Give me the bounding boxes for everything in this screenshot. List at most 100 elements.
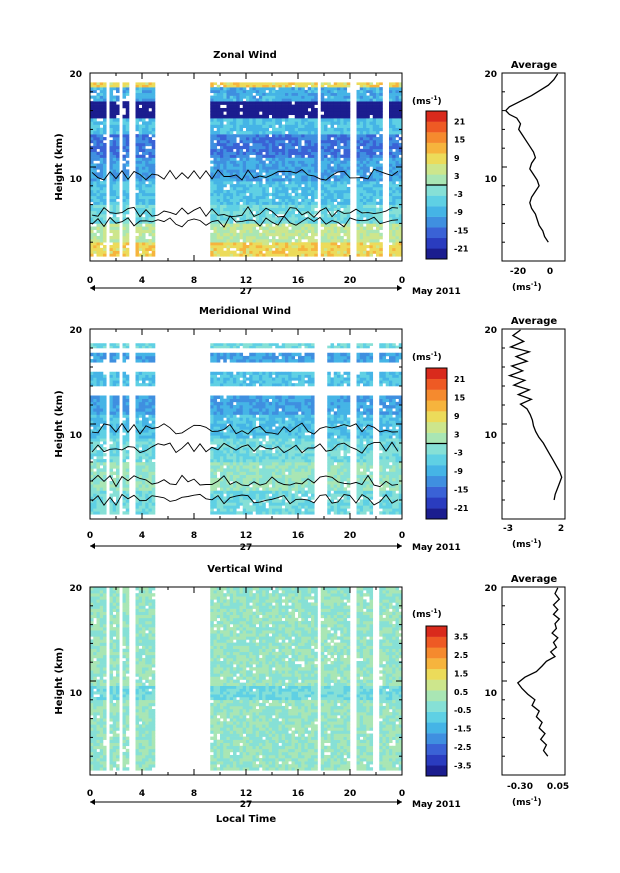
heatmap-cell: [337, 217, 341, 221]
heatmap-cell: [216, 505, 221, 509]
heatmap-cell: [103, 508, 107, 512]
heatmap-cell: [229, 111, 234, 116]
heatmap-cell: [366, 111, 370, 116]
heatmap-cell: [216, 345, 221, 349]
heatmap-cell: [229, 502, 234, 506]
heatmap-cell: [99, 154, 104, 158]
heatmap-cell: [330, 145, 335, 150]
heatmap-cell: [145, 220, 149, 224]
heatmap-cell: [330, 84, 335, 88]
heatmap-cell: [112, 235, 117, 240]
heatmap-cell: [337, 232, 341, 237]
heatmap-cell: [249, 104, 253, 109]
heatmap-cell: [226, 169, 231, 173]
heatmap-cell: [229, 435, 234, 439]
heatmap-cell: [216, 250, 221, 254]
heatmap-cell: [285, 186, 289, 191]
heatmap-cell: [246, 223, 250, 227]
heatmap-cell: [369, 239, 374, 243]
heatmap-cell: [366, 145, 370, 150]
heatmap-cell: [151, 111, 156, 116]
heatmap-cell: [148, 245, 153, 249]
heatmap-cell: [376, 154, 380, 158]
heatmap-cell: [265, 157, 270, 161]
heatmap-cell: [226, 95, 231, 99]
heatmap-cell: [343, 114, 348, 119]
heatmap-cell: [268, 250, 273, 254]
heatmap-cell: [233, 195, 237, 200]
heatmap-cell: [236, 104, 240, 109]
heatmap-cell: [116, 487, 120, 491]
heatmap-cell: [291, 186, 296, 191]
heatmap-cell: [239, 134, 244, 138]
heatmap-cell: [112, 245, 117, 249]
heatmap-cell: [103, 374, 107, 378]
heatmap-cell: [395, 245, 400, 249]
heatmap-cell: [216, 459, 221, 463]
heatmap-cell: [398, 166, 403, 170]
heatmap-cell: [151, 204, 156, 209]
heatmap-cell: [151, 508, 156, 512]
heatmap-cell: [379, 201, 383, 205]
heatmap-cell: [239, 98, 244, 102]
heatmap-cell: [320, 220, 325, 224]
heatmap-cell: [281, 207, 286, 212]
heatmap-cell: [90, 181, 94, 185]
heatmap-cell: [229, 395, 234, 399]
heatmap-cell: [376, 139, 380, 144]
heatmap-cell: [330, 92, 335, 96]
heatmap-cell: [346, 189, 351, 194]
heatmap-cell: [340, 214, 344, 218]
heatmap-cell: [259, 232, 263, 237]
heatmap-cell: [145, 395, 149, 399]
heatmap-cell: [148, 121, 153, 125]
heatmap-cell: [389, 134, 393, 138]
heatmap-cell: [151, 474, 156, 479]
heatmap-cell: [148, 175, 153, 179]
heatmap-cell: [262, 201, 266, 205]
heatmap-cell: [125, 411, 130, 415]
heatmap-cell: [392, 137, 396, 141]
heatmap-cell: [90, 253, 94, 257]
heatmap-cell: [369, 242, 374, 246]
heatmap-cell: [272, 145, 276, 150]
heatmap-cell: [93, 432, 97, 436]
heatmap-cell: [142, 192, 146, 197]
heatmap-cell: [213, 178, 218, 182]
heatmap-cell: [242, 160, 247, 164]
heatmap-cell: [125, 242, 130, 246]
heatmap-cell: [226, 447, 231, 451]
heatmap-cell: [359, 204, 364, 209]
heatmap-cell: [346, 223, 351, 227]
heatmap-cell: [223, 163, 227, 167]
heatmap-cell: [151, 380, 156, 384]
heatmap-cell: [346, 247, 351, 251]
heatmap-cell: [109, 359, 114, 363]
heatmap-cell: [298, 130, 302, 135]
heatmap-cell: [285, 92, 289, 96]
heatmap-cell: [220, 95, 224, 99]
heatmap-cell: [122, 181, 127, 185]
heatmap-cell: [265, 181, 270, 185]
heatmap-cell: [96, 487, 101, 491]
heatmap-cell: [125, 175, 130, 179]
heatmap-cell: [229, 453, 234, 457]
heatmap-cell: [99, 172, 104, 176]
heatmap-cell: [268, 98, 273, 102]
heatmap-cell: [226, 195, 231, 200]
heatmap-cell: [285, 198, 289, 202]
heatmap-cell: [220, 101, 224, 105]
heatmap-cell: [376, 127, 380, 132]
heatmap-cell: [340, 127, 344, 132]
heatmap-cell: [246, 145, 250, 150]
heatmap-cell: [320, 89, 325, 94]
heatmap-cell: [330, 154, 335, 158]
heatmap-cell: [112, 166, 117, 170]
heatmap-cell: [99, 184, 104, 188]
heatmap-cell: [90, 121, 94, 125]
heatmap-cell: [122, 220, 127, 224]
heatmap-cell: [223, 226, 227, 230]
heatmap-cell: [366, 204, 370, 209]
heatmap-cell: [278, 160, 283, 164]
heatmap-cell: [109, 154, 114, 158]
